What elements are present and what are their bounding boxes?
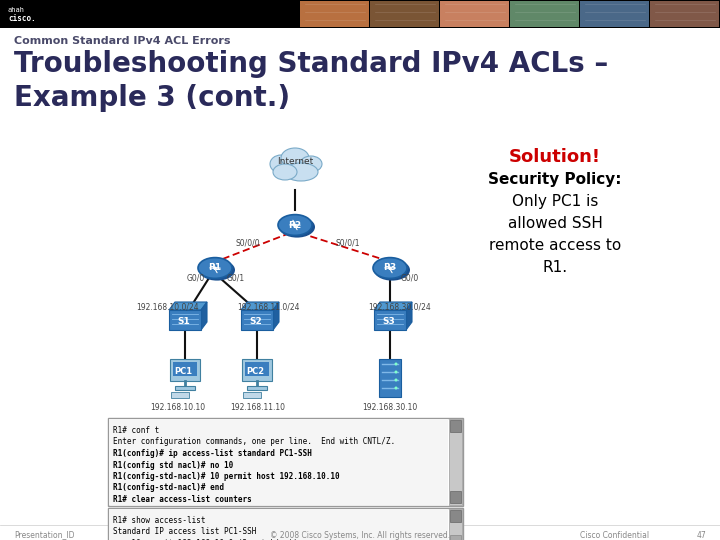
FancyBboxPatch shape [370, 1, 439, 27]
Ellipse shape [279, 217, 315, 238]
Text: allowed SSH: allowed SSH [508, 216, 603, 231]
Polygon shape [273, 302, 279, 330]
FancyBboxPatch shape [242, 359, 272, 381]
Text: R1.: R1. [542, 260, 567, 275]
Text: PC2: PC2 [246, 368, 264, 376]
Text: 192.168.30.0/24: 192.168.30.0/24 [369, 302, 431, 312]
Text: PC1: PC1 [174, 368, 192, 376]
Ellipse shape [198, 258, 232, 279]
Text: S3: S3 [382, 316, 395, 326]
FancyBboxPatch shape [109, 419, 448, 505]
Circle shape [395, 379, 397, 381]
Text: 192.168.10.10: 192.168.10.10 [150, 403, 206, 413]
FancyBboxPatch shape [109, 509, 448, 540]
Text: 192.168.11.0/24: 192.168.11.0/24 [237, 302, 300, 312]
Text: R1# conf t: R1# conf t [113, 426, 159, 435]
Text: R1# clear access-list counters: R1# clear access-list counters [113, 495, 252, 504]
Polygon shape [374, 302, 412, 310]
FancyBboxPatch shape [650, 1, 719, 27]
Text: G0/0: G0/0 [187, 273, 205, 282]
Text: 10 permit 192.168.10.0 (2 match(es)): 10 permit 192.168.10.0 (2 match(es)) [113, 539, 298, 540]
Ellipse shape [278, 214, 312, 235]
Text: Presentation_ID: Presentation_ID [14, 530, 74, 539]
Polygon shape [406, 302, 412, 330]
FancyBboxPatch shape [108, 508, 463, 540]
FancyBboxPatch shape [450, 420, 461, 432]
FancyBboxPatch shape [449, 419, 462, 505]
FancyBboxPatch shape [300, 1, 369, 27]
FancyBboxPatch shape [450, 510, 461, 522]
Polygon shape [201, 302, 207, 330]
FancyBboxPatch shape [171, 392, 189, 398]
FancyBboxPatch shape [0, 0, 720, 28]
FancyBboxPatch shape [243, 392, 261, 398]
Text: Security Policy:: Security Policy: [488, 172, 622, 187]
Text: R3: R3 [384, 264, 397, 273]
FancyBboxPatch shape [241, 310, 273, 330]
Text: Only PC1 is: Only PC1 is [512, 194, 598, 209]
Text: R1(config-std-nacl)# 10 permit host 192.168.10.10: R1(config-std-nacl)# 10 permit host 192.… [113, 472, 340, 481]
FancyBboxPatch shape [580, 1, 649, 27]
FancyBboxPatch shape [450, 491, 461, 503]
Text: R1(config-std-nacl)# end: R1(config-std-nacl)# end [113, 483, 224, 492]
FancyBboxPatch shape [173, 362, 197, 376]
FancyBboxPatch shape [449, 509, 462, 540]
Text: R1(config std nacl)# no 10: R1(config std nacl)# no 10 [113, 461, 233, 469]
Circle shape [395, 362, 397, 366]
Circle shape [395, 387, 397, 389]
Text: Common Standard IPv4 ACL Errors: Common Standard IPv4 ACL Errors [14, 36, 230, 46]
Text: Troubleshooting Standard IPv4 ACLs –: Troubleshooting Standard IPv4 ACLs – [14, 50, 608, 78]
Text: 192.168.30.10: 192.168.30.10 [362, 403, 418, 413]
Text: 192.168.11.10: 192.168.11.10 [230, 403, 286, 413]
Text: cisco.: cisco. [8, 14, 36, 23]
Circle shape [395, 370, 397, 374]
Text: 47: 47 [696, 530, 706, 539]
Text: 192.168.10.0/24: 192.168.10.0/24 [137, 302, 199, 312]
Polygon shape [169, 302, 207, 310]
Text: S0/0/1: S0/0/1 [336, 239, 360, 247]
Text: Internet: Internet [277, 158, 313, 166]
Text: © 2008 Cisco Systems, Inc. All rights reserved.: © 2008 Cisco Systems, Inc. All rights re… [270, 530, 450, 539]
Text: Enter configuration commands, one per line.  End with CNTL/Z.: Enter configuration commands, one per li… [113, 437, 395, 447]
FancyBboxPatch shape [245, 362, 269, 376]
Ellipse shape [273, 164, 297, 180]
FancyBboxPatch shape [440, 1, 509, 27]
Text: R1(config)# ip access-list standard PC1-SSH: R1(config)# ip access-list standard PC1-… [113, 449, 312, 458]
Ellipse shape [281, 148, 309, 168]
Text: R2: R2 [289, 220, 302, 230]
Text: R1# show access-list: R1# show access-list [113, 516, 205, 525]
Text: R1: R1 [208, 264, 222, 273]
Text: remote access to: remote access to [489, 238, 621, 253]
Ellipse shape [284, 163, 318, 181]
Text: Example 3 (cont.): Example 3 (cont.) [14, 84, 290, 112]
Ellipse shape [270, 155, 292, 173]
FancyBboxPatch shape [247, 386, 267, 390]
FancyBboxPatch shape [450, 535, 461, 540]
Text: Solution!: Solution! [509, 148, 601, 166]
Text: S1: S1 [178, 316, 190, 326]
Polygon shape [241, 302, 279, 310]
FancyBboxPatch shape [108, 418, 463, 506]
Ellipse shape [199, 259, 235, 281]
FancyBboxPatch shape [170, 359, 200, 381]
FancyBboxPatch shape [175, 386, 195, 390]
Text: Cisco Confidential: Cisco Confidential [580, 530, 649, 539]
Text: S2: S2 [250, 316, 262, 326]
FancyBboxPatch shape [169, 310, 201, 330]
Ellipse shape [373, 258, 407, 279]
Ellipse shape [374, 259, 410, 281]
Text: G0/1: G0/1 [227, 273, 245, 282]
Text: G0/0: G0/0 [401, 273, 419, 282]
FancyBboxPatch shape [510, 1, 579, 27]
Text: S0/0/0: S0/0/0 [235, 239, 261, 247]
Text: ahah: ahah [8, 7, 25, 13]
Text: Standard IP access list PC1-SSH: Standard IP access list PC1-SSH [113, 528, 256, 537]
FancyBboxPatch shape [374, 310, 406, 330]
FancyBboxPatch shape [379, 359, 401, 397]
Ellipse shape [300, 156, 322, 172]
